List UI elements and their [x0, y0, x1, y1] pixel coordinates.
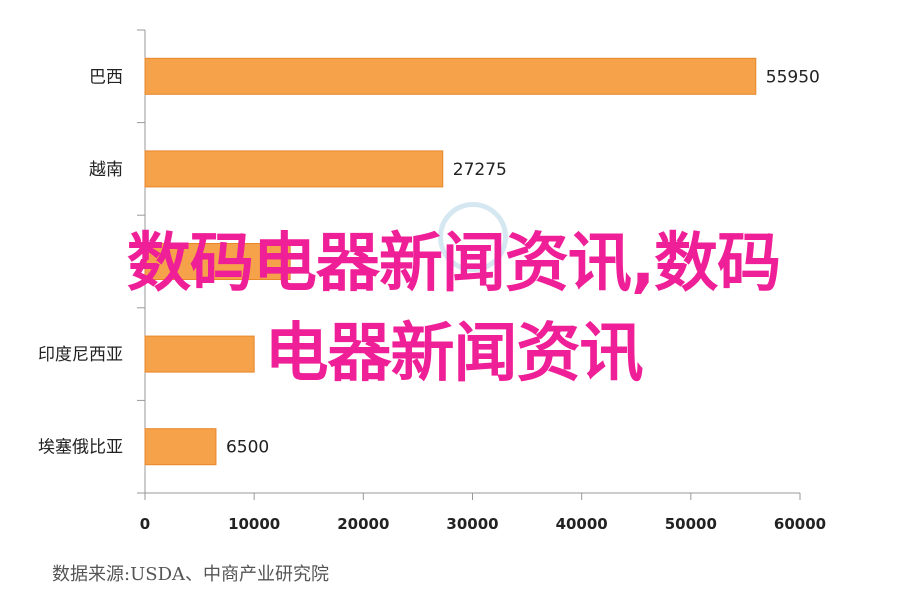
bar — [144, 57, 757, 95]
x-tick-label: 0 — [140, 515, 150, 533]
category-label: 巴西 — [89, 67, 123, 87]
value-label: 27275 — [453, 160, 507, 180]
overlay-headline-line2: 电器新闻资讯 — [264, 317, 644, 391]
chart-bars — [144, 57, 757, 466]
x-tick-label: 50000 — [665, 515, 717, 533]
bar — [144, 335, 255, 373]
category-label: 越南 — [89, 160, 123, 180]
overlay-headline-line1: 数码电器新闻资讯,数码 — [126, 227, 781, 301]
x-tick-label: 20000 — [337, 515, 389, 533]
watermark-logo-icon — [438, 202, 508, 272]
value-label: 55950 — [766, 67, 820, 87]
x-tick-label: 10000 — [228, 515, 280, 533]
bar — [144, 243, 291, 280]
category-label: 埃塞俄比亚 — [38, 438, 123, 458]
bar — [144, 428, 217, 466]
category-label: 印度尼西亚 — [38, 345, 123, 365]
x-tick-label: 30000 — [446, 515, 498, 533]
source-note: 数据来源:USDA、中商产业研究院 — [52, 564, 329, 585]
x-tick-label: 60000 — [774, 515, 826, 533]
x-tick-label: 40000 — [556, 515, 608, 533]
chart-labels: 0 10000 20000 30000 40000 50000 60000 巴西 55950 越南… — [38, 67, 826, 533]
bar — [144, 150, 444, 188]
value-label: 6500 — [226, 438, 269, 458]
